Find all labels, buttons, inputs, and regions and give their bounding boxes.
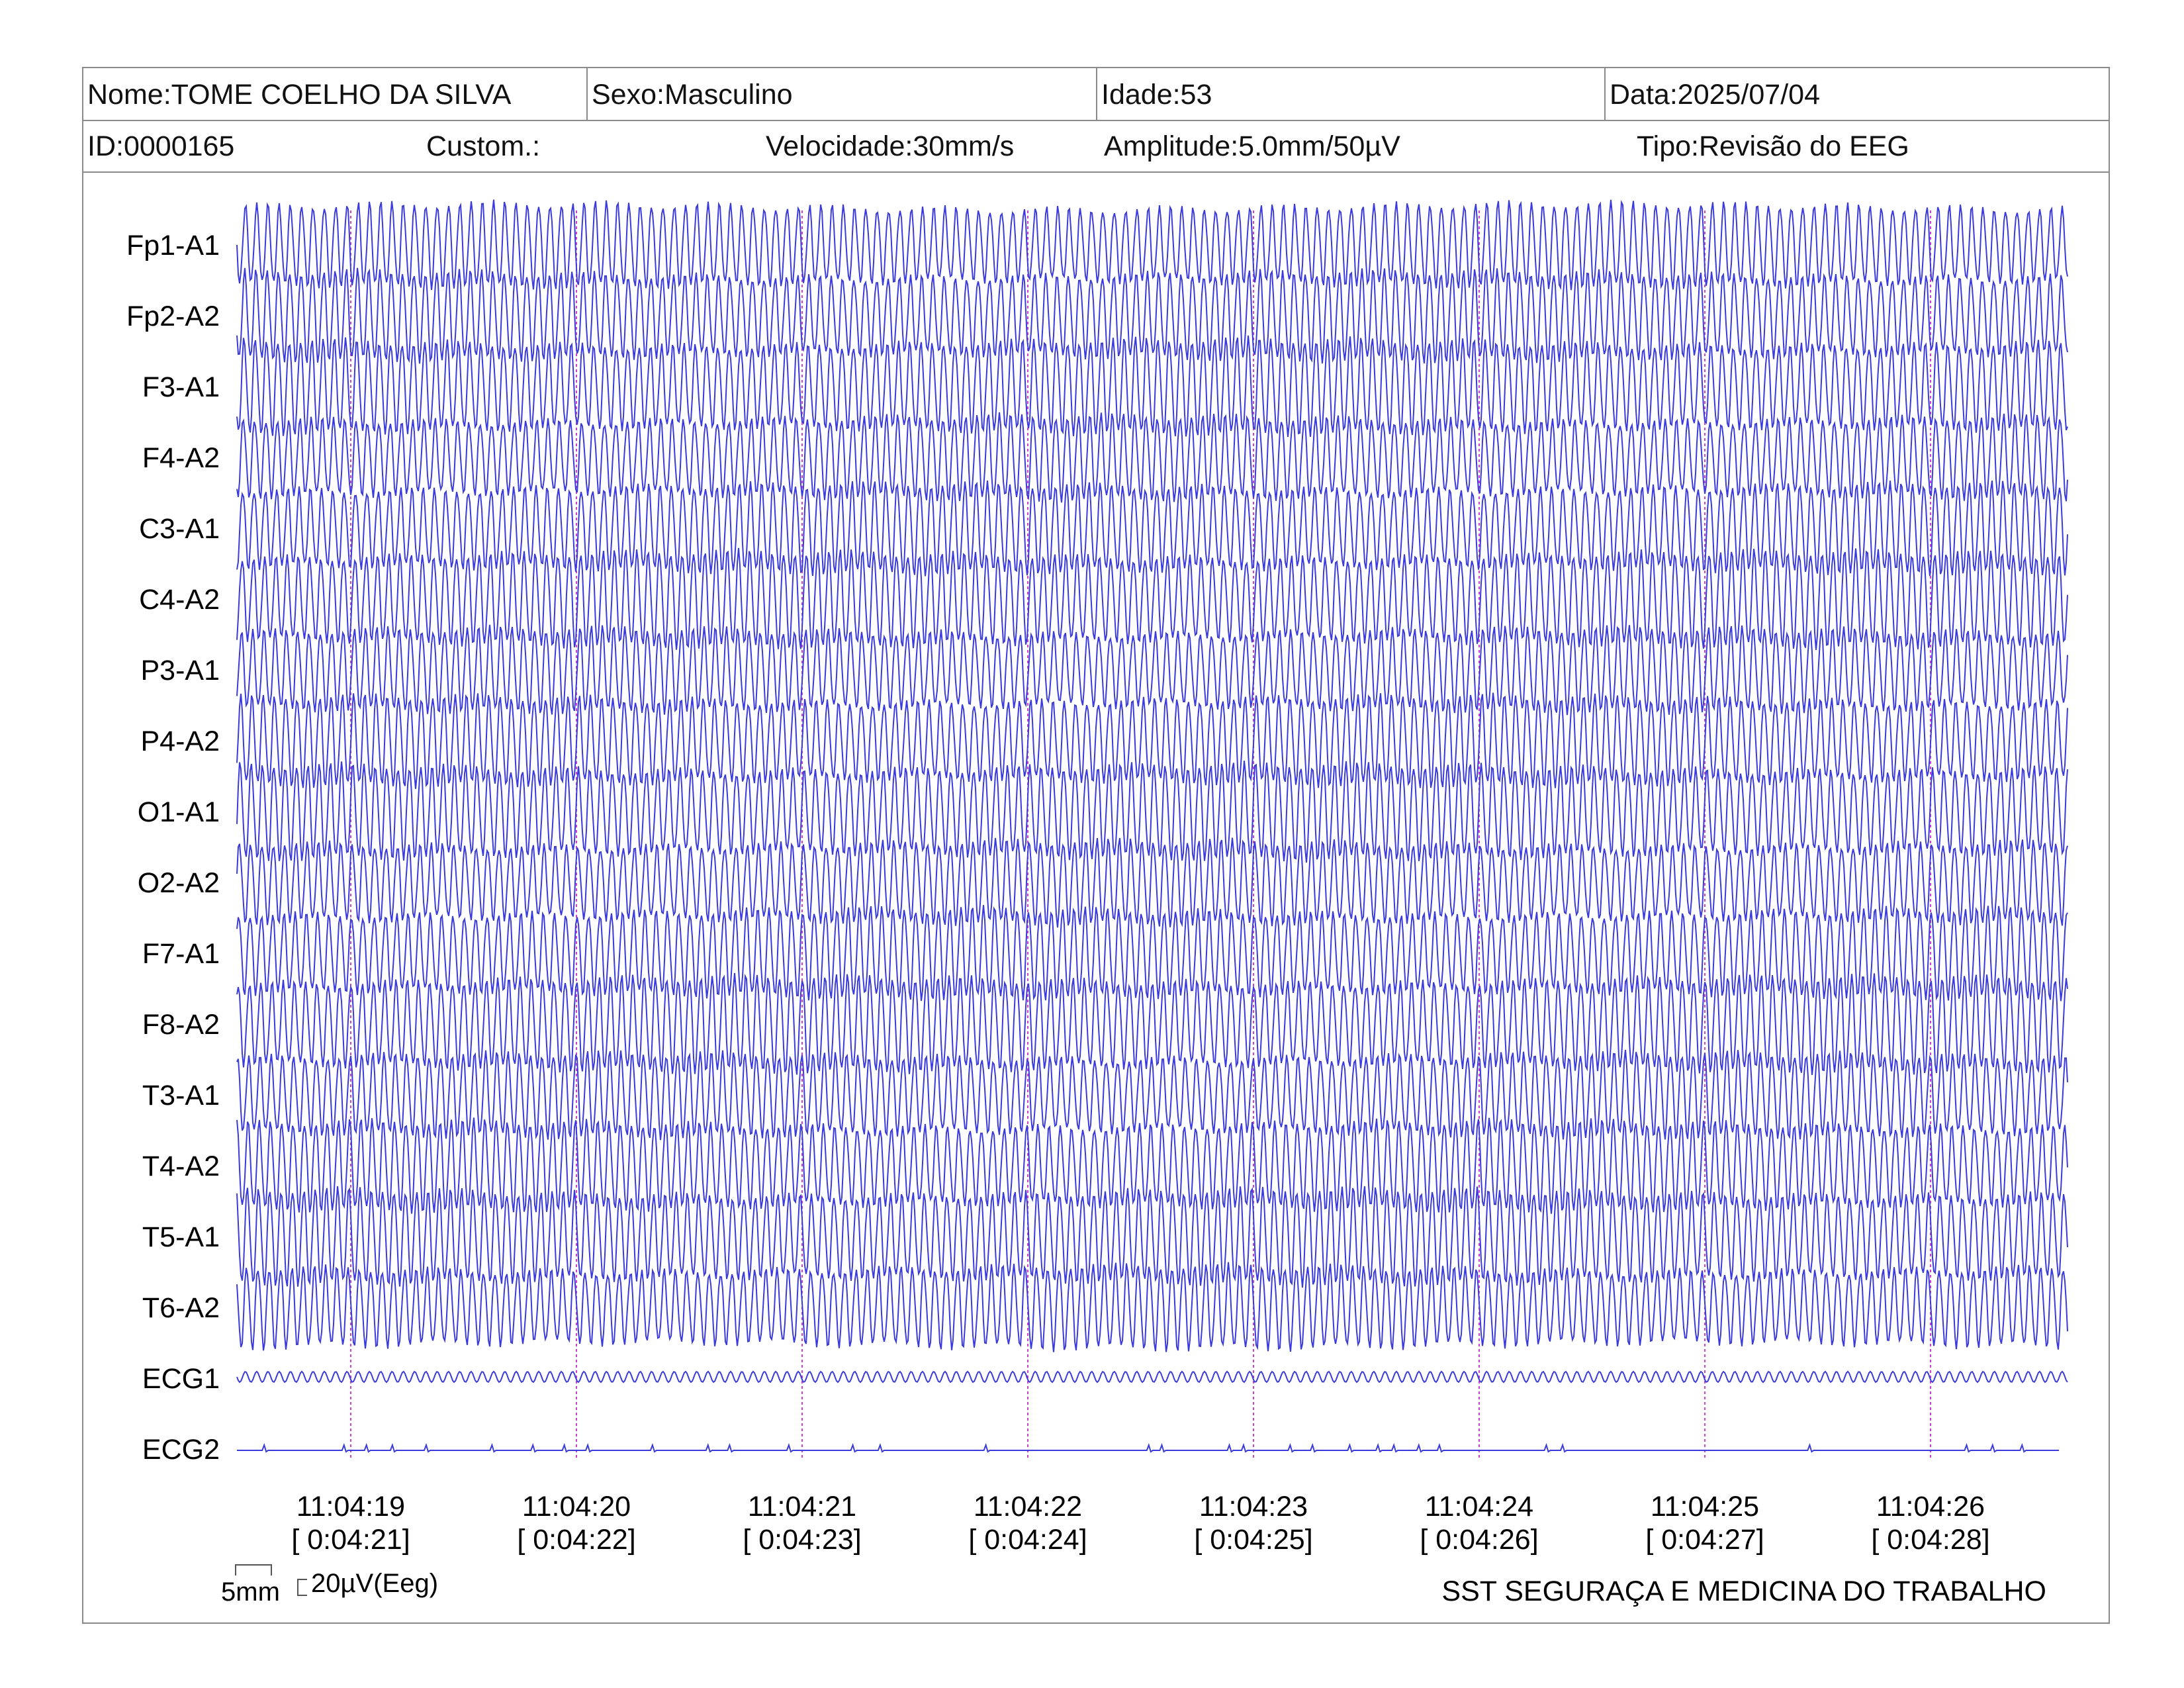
time-elapsed-label: [ 0:04:24] <box>968 1524 1087 1556</box>
calibration-scale: 5mm 20µV(Eeg) <box>221 1564 438 1607</box>
speed-setting: Velocidade:30mm/s <box>766 130 1015 162</box>
channel-label: P3-A1 <box>140 655 220 686</box>
channel-trace <box>236 905 2068 1002</box>
time-clock-label: 11:04:21 <box>748 1491 856 1523</box>
patient-age: Idade:53 <box>1096 68 1604 120</box>
channel-trace <box>237 1442 2060 1453</box>
channel-trace <box>236 267 2068 364</box>
exam-date: Data:2025/07/04 <box>1604 68 2111 120</box>
time-clock-label: 11:04:26 <box>1876 1491 1985 1523</box>
amplitude-setting: Amplitude:5.0mm/50µV <box>1104 130 1400 162</box>
time-clock-label: 11:04:24 <box>1425 1491 1533 1523</box>
channel-label: P4-A2 <box>140 726 220 757</box>
header-row-1: Nome:TOME COELHO DA SILVA Sexo:Masculino… <box>83 68 2109 121</box>
eeg-traces <box>236 199 2068 1453</box>
channel-label: F4-A2 <box>142 442 220 474</box>
channel-label: F8-A2 <box>142 1009 220 1041</box>
time-clock-label: 11:04:22 <box>974 1491 1082 1523</box>
channel-trace <box>236 624 2068 716</box>
channel-label: F3-A1 <box>142 371 220 403</box>
channel-trace <box>236 837 2068 928</box>
time-elapsed-label: [ 0:04:28] <box>1871 1524 1989 1556</box>
channel-label: T6-A2 <box>142 1292 220 1324</box>
channel-label: C4-A2 <box>139 584 220 616</box>
channel-trace <box>236 1117 2068 1214</box>
channel-label: ECG2 <box>142 1434 220 1466</box>
custom-field: Custom.: <box>426 130 541 162</box>
channel-trace <box>236 972 2068 1075</box>
channel-label: ECG1 <box>142 1363 220 1395</box>
time-elapsed-label: [ 0:04:21] <box>291 1524 410 1556</box>
patient-sex: Sexo:Masculino <box>586 68 1096 120</box>
exam-id: ID:0000165 <box>87 130 235 162</box>
time-clock-label: 11:04:25 <box>1651 1491 1759 1523</box>
time-clock-label: 11:04:20 <box>522 1491 631 1523</box>
time-labels: 11:04:19[ 0:04:21] 11:04:20[ 0:04:22] 11:0… <box>291 1491 1989 1556</box>
scale-amplitude-label: 20µV(Eeg) <box>311 1569 438 1598</box>
time-elapsed-label: [ 0:04:23] <box>743 1524 861 1556</box>
channel-trace <box>236 199 2068 291</box>
patient-name: Nome:TOME COELHO DA SILVA <box>87 79 512 111</box>
time-clock-label: 11:04:23 <box>1199 1491 1308 1523</box>
channel-trace <box>236 1262 2068 1352</box>
header-row-2: ID:0000165 Custom.: Velocidade:30mm/s Am… <box>83 121 2109 173</box>
scale-time-label: 5mm <box>221 1577 280 1607</box>
channel-trace <box>236 692 2068 789</box>
time-clock-label: 11:04:19 <box>296 1491 405 1523</box>
time-elapsed-label: [ 0:04:27] <box>1645 1524 1764 1556</box>
channel-label: Fp2-A2 <box>126 301 220 332</box>
channel-trace <box>236 480 2068 577</box>
channel-labels: Fp1-A1 Fp2-A2 F3-A1 F4-A2 C3-A1 C4-A2 P3-A1 P4-… <box>126 230 220 1466</box>
channel-trace <box>236 761 2068 863</box>
channel-trace <box>236 1186 2068 1288</box>
channel-trace <box>236 1049 2068 1141</box>
company-name: SST SEGURAÇA E MEDICINA DO TRABALHO <box>1441 1575 2046 1607</box>
channel-label: T5-A1 <box>142 1221 220 1253</box>
channel-label: T4-A2 <box>142 1150 220 1182</box>
channel-trace <box>236 1370 2068 1383</box>
channel-trace <box>236 412 2068 503</box>
channel-label: C3-A1 <box>139 513 220 545</box>
time-elapsed-label: [ 0:04:26] <box>1420 1524 1538 1556</box>
time-elapsed-label: [ 0:04:25] <box>1194 1524 1312 1556</box>
exam-type: Tipo:Revisão do EEG <box>1637 130 1909 162</box>
time-marker-lines <box>350 211 1931 1460</box>
channel-label: F7-A1 <box>142 938 220 970</box>
channel-trace <box>236 547 2068 650</box>
channel-label: Fp1-A1 <box>126 230 220 261</box>
channel-label: T3-A1 <box>142 1080 220 1111</box>
report-frame: Nome:TOME COELHO DA SILVA Sexo:Masculino… <box>82 67 2110 1624</box>
channel-trace <box>236 335 2068 438</box>
time-elapsed-label: [ 0:04:22] <box>517 1524 635 1556</box>
channel-label: O1-A1 <box>138 796 220 828</box>
channel-label: O2-A2 <box>138 867 220 899</box>
